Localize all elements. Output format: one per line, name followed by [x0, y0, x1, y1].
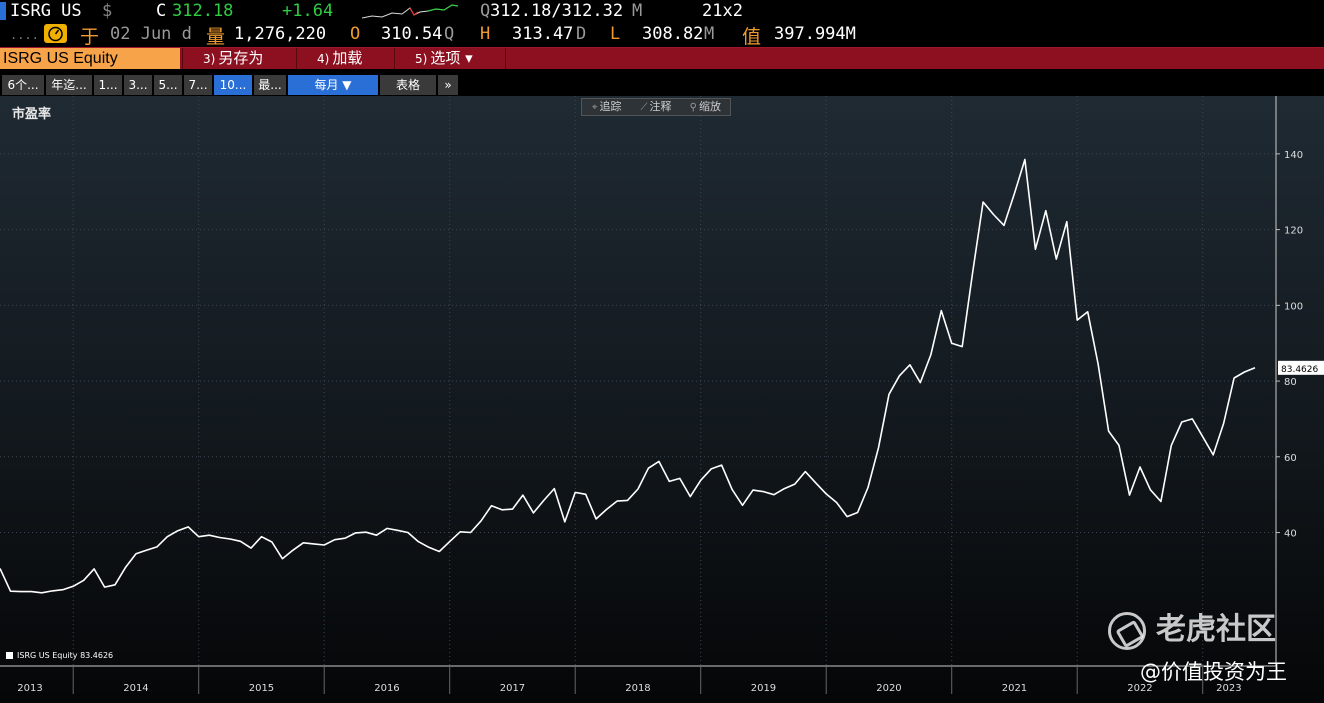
- ticker-marker: [0, 2, 6, 20]
- chart-toolbar: ⌖ 追踪 ⟋ 注释 ⚲ 缩放: [581, 98, 731, 116]
- save-as-label: 另存为: [218, 49, 264, 67]
- tick-labels: 40 60 80 100 120 140 2013 2014 2015 2016 2017 2018 2…: [17, 150, 1324, 694]
- x-tick-label: 2014: [123, 683, 148, 694]
- tiger-logo-icon: [1108, 611, 1146, 650]
- x-tick-label: 2016: [374, 683, 399, 694]
- value-label: 值: [742, 26, 762, 48]
- last-prefix: C: [156, 1, 167, 21]
- zoom-button[interactable]: ⚲ 缩放: [681, 99, 730, 115]
- watermark-brand: 老虎社区: [1156, 612, 1276, 647]
- high-suffix: D: [576, 24, 587, 44]
- low-price: 308.82: [642, 24, 704, 44]
- more-button[interactable]: »: [438, 75, 458, 95]
- x-tick-label: 2017: [500, 683, 525, 694]
- save-as-number: 3): [203, 52, 216, 66]
- gridlines: [0, 96, 1276, 666]
- series-layer: [0, 158, 1256, 594]
- crosshair-icon: ⌖: [591, 102, 598, 113]
- chart-legend: ISRG US Equity 83.4626: [6, 651, 113, 660]
- bid-ask-prefix: Q: [480, 1, 491, 21]
- quote-line: ISRG US $ C 312.18 +1.64 Q 312.18/312.32…: [0, 0, 1324, 22]
- low-label: L: [610, 24, 621, 44]
- pe-ratio-line: [0, 158, 1256, 594]
- options-button[interactable]: 5) 选项 ▾: [394, 48, 506, 69]
- gauge-glyph-icon: [48, 26, 63, 42]
- x-tick-label: 2020: [876, 683, 901, 694]
- open-label: O: [350, 24, 361, 44]
- x-tick-label: 2019: [751, 683, 776, 694]
- x-tick-label: 2018: [625, 683, 650, 694]
- last-price: 312.18: [172, 1, 234, 21]
- watermark: 老虎社区: [1108, 604, 1276, 650]
- x-tick-label: 2021: [1002, 683, 1027, 694]
- zoom-label: 缩放: [698, 100, 721, 113]
- y-tick-label: 100: [1284, 301, 1303, 312]
- x-tick-label: 2015: [249, 683, 274, 694]
- at-label: 于: [80, 26, 100, 48]
- volume: 1,276,220: [234, 24, 327, 44]
- high-label: H: [480, 24, 491, 44]
- load-number: 4): [317, 52, 330, 66]
- y-tick-label: 60: [1284, 453, 1297, 464]
- open-suffix: Q: [444, 24, 455, 44]
- tab-10-years[interactable]: 10...: [214, 75, 252, 95]
- tab-1-year[interactable]: 1...: [94, 75, 122, 95]
- gauge-icon[interactable]: [44, 24, 67, 43]
- tab-ytd[interactable]: 年迄...: [46, 75, 92, 95]
- legend-label: ISRG US Equity: [17, 651, 78, 660]
- tab-3-years[interactable]: 3...: [124, 75, 152, 95]
- price-change: +1.64: [282, 1, 334, 21]
- tab-7-years[interactable]: 7...: [184, 75, 212, 95]
- chart-area[interactable]: 40 60 80 100 120 140 2013 2014 2015 2016 2017 2018 2…: [0, 96, 1324, 703]
- y-tick-label: 120: [1284, 226, 1303, 237]
- axes: [0, 96, 1280, 694]
- options-label: 选项 ▾: [430, 49, 473, 67]
- chart-title: 市盈率: [12, 107, 52, 122]
- track-label: 追踪: [599, 100, 622, 113]
- x-tick-label: 2023: [1216, 683, 1241, 694]
- legend-value: 83.4626: [80, 651, 114, 660]
- magnifier-icon: ⚲: [689, 102, 697, 113]
- load-label: 加载: [332, 49, 363, 67]
- last-value-label: 83.4626: [1281, 365, 1318, 375]
- volume-label: 量: [206, 26, 226, 48]
- tab-6-months[interactable]: 6个...: [2, 75, 44, 95]
- security-field[interactable]: ISRG US Equity: [0, 48, 180, 69]
- sparkline-icon: [362, 4, 458, 19]
- y-tick-label: 80: [1284, 377, 1297, 388]
- pe-ratio-chart[interactable]: 40 60 80 100 120 140 2013 2014 2015 2016 2017 2018 2…: [0, 96, 1324, 703]
- tab-max[interactable]: 最...: [254, 75, 286, 95]
- quote-size: 21x2: [702, 1, 743, 21]
- menu-bar: ISRG US Equity 3) 另存为 4) 加载 5) 选项 ▾: [0, 47, 1324, 69]
- low-suffix: M: [704, 24, 715, 44]
- watermark-handle: @价值投资为王: [1140, 660, 1287, 684]
- currency: $: [102, 1, 113, 21]
- quote-detail-line: .... 于 02 Jun d 量 1,276,220 O 310.54 Q H…: [0, 22, 1324, 48]
- x-tick-label: 2022: [1127, 683, 1152, 694]
- annotate-button[interactable]: ⟋ 注释: [631, 99, 680, 115]
- frequency-dropdown[interactable]: 每月 ▼: [288, 75, 378, 95]
- options-number: 5): [415, 52, 428, 66]
- pencil-icon: ⟋: [640, 102, 648, 113]
- bid-ask: 312.18/312.32: [490, 1, 624, 21]
- bid-ask-suffix: M: [632, 1, 643, 21]
- high-price: 313.47: [512, 24, 574, 44]
- traded-value: 397.994M: [774, 24, 856, 44]
- track-button[interactable]: ⌖ 追踪: [582, 99, 631, 115]
- tab-5-years[interactable]: 5...: [154, 75, 182, 95]
- last-value-tag: [1278, 360, 1324, 375]
- period-tabs: 6个... 年迄... 1... 3... 5... 7... 10... 最.…: [0, 74, 1324, 96]
- x-tick-label: 2013: [17, 683, 42, 694]
- table-button[interactable]: 表格: [380, 75, 436, 95]
- annotate-label: 注释: [649, 100, 672, 113]
- load-button[interactable]: 4) 加载: [296, 48, 394, 69]
- open-price: 310.54: [381, 24, 443, 44]
- y-tick-label: 140: [1284, 150, 1303, 161]
- legend-swatch: [6, 652, 13, 659]
- save-as-button[interactable]: 3) 另存为: [182, 48, 296, 69]
- dots: ....: [10, 28, 39, 42]
- quote-date: 02 Jun d: [110, 24, 192, 44]
- ticker[interactable]: ISRG US: [10, 1, 82, 21]
- y-tick-label: 40: [1284, 529, 1297, 540]
